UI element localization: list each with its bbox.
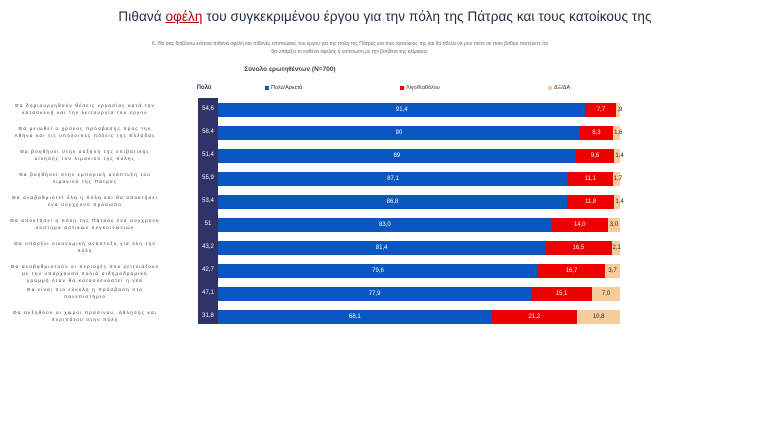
data-label: 16,5 bbox=[572, 244, 585, 251]
category-label: Θα αυξηθούν οι χώροι πρασίνου, άθλησης κ… bbox=[12, 310, 158, 322]
data-label: 87,1 bbox=[387, 175, 399, 182]
bar-segment bbox=[616, 102, 620, 117]
bar-segment bbox=[566, 194, 615, 209]
bar-segment bbox=[576, 309, 621, 324]
data-label: 91,4 bbox=[395, 106, 408, 113]
bar-segment bbox=[218, 263, 538, 278]
much-header: Πολύ bbox=[196, 85, 212, 91]
category-label: Θα αναβαθμιστούν οι περιοχές που γειτνιά… bbox=[10, 264, 160, 283]
bar-segment bbox=[607, 217, 620, 232]
category-label: Θα είναι πιο εύκολη η πρόσβαση στο πανεπ… bbox=[26, 287, 144, 299]
legend-swatch bbox=[548, 85, 552, 90]
bar-segment bbox=[614, 194, 620, 209]
title-highlight: οφέλη bbox=[165, 9, 203, 24]
data-label: 14,0 bbox=[573, 221, 586, 228]
category-label: Θα βοηθήσει στην αύξηση της επιβατικής κ… bbox=[20, 149, 150, 161]
category-label: Θα μειωθεί ο χρόνος πρόσβασης προς την Α… bbox=[14, 126, 156, 138]
much-value: 43,2 bbox=[202, 244, 214, 250]
bar-segment bbox=[568, 171, 613, 186]
data-label: 7,7 bbox=[596, 106, 606, 113]
bar-segment bbox=[605, 263, 620, 278]
bar-segment bbox=[218, 125, 580, 140]
data-label: 81,4 bbox=[375, 244, 388, 251]
data-label: 77,9 bbox=[368, 290, 381, 297]
data-label: 8,3 bbox=[592, 129, 601, 136]
much-value: 54,6 bbox=[202, 106, 214, 112]
bar-segment bbox=[537, 263, 606, 278]
data-label: 2,1 bbox=[612, 244, 621, 251]
data-label: ,9 bbox=[617, 106, 623, 113]
bar-segment bbox=[218, 217, 552, 232]
bar-segment bbox=[611, 240, 620, 255]
legend-item-much-enough: Πολύ/Αρκετά bbox=[265, 85, 302, 91]
much-value: 31,8 bbox=[202, 313, 214, 319]
bar-segment bbox=[614, 148, 620, 163]
legend-swatch bbox=[400, 85, 404, 90]
data-label: 16,7 bbox=[565, 267, 578, 274]
much-value: 55,9 bbox=[202, 175, 214, 181]
category-label: Θα βοηθήσει στην εμπορική ανάπτυξη του λ… bbox=[19, 172, 151, 184]
bar-segment bbox=[218, 148, 576, 163]
bar-segment bbox=[591, 286, 620, 301]
bar-segment bbox=[613, 125, 620, 140]
data-label: 90 bbox=[395, 129, 403, 136]
bar-segment bbox=[218, 171, 569, 186]
data-label: 68,1 bbox=[349, 313, 361, 320]
much-value: 58,4 bbox=[202, 129, 214, 135]
data-label: 10,8 bbox=[592, 313, 605, 320]
bar-segment bbox=[585, 102, 617, 117]
bar-segment bbox=[531, 286, 592, 301]
legend-item-dk-na: ΔΞ/ΔΑ bbox=[548, 85, 570, 91]
bar-segment bbox=[218, 309, 492, 324]
data-label: 3,7 bbox=[608, 267, 617, 274]
data-label: 83,0 bbox=[378, 221, 391, 228]
bar-segment bbox=[218, 286, 532, 301]
much-column bbox=[198, 98, 218, 324]
category-label: Θα αποκτήσει η πόλη της Πάτρας ένα σύγχρ… bbox=[10, 218, 160, 230]
much-value: 51 bbox=[204, 221, 212, 227]
bar-segment bbox=[612, 171, 620, 186]
data-label: 3,0 bbox=[609, 221, 619, 228]
bar-segment bbox=[545, 240, 612, 255]
data-label: 1,4 bbox=[615, 152, 624, 159]
much-value: 47,1 bbox=[202, 290, 214, 296]
data-label: 15,1 bbox=[555, 290, 568, 297]
page-title: Πιθανά οφέλη του συγκεκριμένου έργου για… bbox=[118, 9, 652, 24]
much-value: 42,7 bbox=[202, 267, 214, 273]
data-label: 11,8 bbox=[585, 198, 597, 205]
legend-item-little-none: Λίγο/Καθόλου bbox=[400, 85, 440, 91]
data-label: 21,2 bbox=[528, 313, 541, 320]
much-value: 53,4 bbox=[202, 198, 214, 204]
data-label: 11,1 bbox=[584, 175, 597, 182]
chart-subtitle: Σύνολο ερωτηθέντων (N=700) bbox=[244, 66, 336, 73]
bar-segment bbox=[575, 148, 615, 163]
bar-segment bbox=[218, 102, 586, 117]
data-label: 9,6 bbox=[590, 152, 600, 159]
bar-segment bbox=[218, 240, 546, 255]
data-label: 79,6 bbox=[372, 267, 384, 274]
data-label: 1,6 bbox=[614, 129, 623, 136]
category-label: Θα δημιουργηθούν θέσεις εργασίας κατά τη… bbox=[14, 103, 156, 115]
category-label: Θα υπάρξει οικονομική ανάπτυξη για όλη τ… bbox=[14, 241, 156, 253]
legend-swatch bbox=[265, 85, 269, 90]
bar-segment bbox=[491, 309, 577, 324]
question-text: 6. Θα σας διαβάσω κάποια πιθανά οφέλη κα… bbox=[151, 41, 549, 55]
data-label: 1,4 bbox=[615, 198, 624, 205]
bar-segment bbox=[218, 194, 567, 209]
bar-segment bbox=[579, 125, 614, 140]
data-label: 1,7 bbox=[613, 175, 623, 182]
data-label: 86,8 bbox=[386, 198, 399, 205]
data-label: 7,0 bbox=[601, 290, 611, 297]
category-label: Θα αναβαθμιστεί όλη η πόλη και θα αποκτή… bbox=[12, 195, 158, 207]
much-value: 51,4 bbox=[202, 152, 214, 158]
bar-segment bbox=[551, 217, 608, 232]
data-label: 89 bbox=[393, 152, 401, 159]
